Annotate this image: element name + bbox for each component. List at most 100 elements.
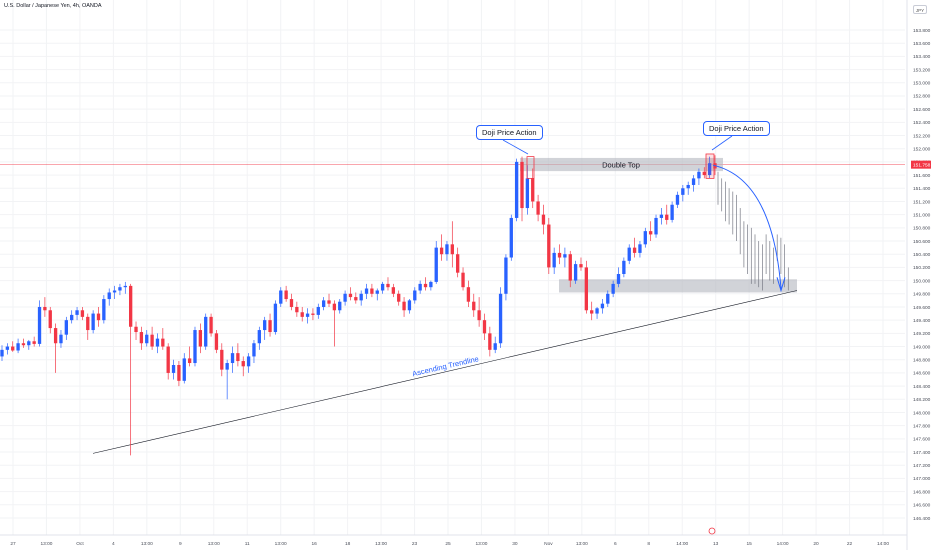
time-tick-label: 13:00 bbox=[475, 541, 487, 547]
candle-body bbox=[456, 254, 460, 273]
ascending-trendline bbox=[92, 290, 798, 454]
candle-body bbox=[187, 358, 192, 364]
candle-body bbox=[477, 310, 481, 321]
current-price-label: 151.758 bbox=[913, 163, 931, 169]
candle-body bbox=[649, 231, 653, 235]
candle-body bbox=[91, 313, 95, 331]
candle-body bbox=[461, 272, 465, 288]
price-tick-label: 151.000 bbox=[913, 212, 931, 218]
candle-body bbox=[579, 264, 583, 268]
price-tick-label: 148.000 bbox=[913, 410, 931, 416]
candle-body bbox=[279, 290, 283, 304]
currency-badge[interactable]: JPY bbox=[913, 5, 927, 14]
time-tick-label: 14:00 bbox=[676, 541, 688, 547]
candle-body bbox=[472, 301, 476, 311]
price-tick-label: 147.200 bbox=[913, 463, 931, 469]
candle-body bbox=[295, 306, 299, 313]
time-tick-label: 13 bbox=[713, 541, 719, 547]
candle-body bbox=[380, 283, 385, 291]
candle-body bbox=[423, 283, 428, 288]
price-tick-label: 148.600 bbox=[913, 371, 931, 377]
candle-body bbox=[439, 247, 444, 255]
price-tick-label: 153.800 bbox=[913, 28, 931, 34]
candle-body bbox=[273, 303, 278, 333]
candle-body bbox=[697, 171, 701, 179]
candle-body bbox=[563, 254, 567, 258]
candle-body bbox=[498, 293, 503, 344]
candle-body bbox=[359, 293, 363, 301]
doji-box-right bbox=[705, 153, 715, 179]
callout-pointer-right bbox=[711, 135, 733, 151]
price-tick-label: 147.800 bbox=[913, 423, 931, 429]
candle-body bbox=[0, 349, 4, 357]
candle-body bbox=[429, 281, 433, 288]
time-tick-label: 25 bbox=[445, 541, 451, 547]
time-tick-label: 4 bbox=[112, 541, 115, 547]
candle-body bbox=[509, 217, 513, 258]
price-tick-label: 150.000 bbox=[913, 278, 931, 284]
candle-body bbox=[504, 257, 508, 294]
candle-body bbox=[466, 287, 471, 302]
double-top-zone bbox=[520, 157, 723, 172]
candle-body bbox=[520, 161, 524, 209]
candle-body bbox=[338, 301, 342, 311]
price-tick-label: 147.400 bbox=[913, 450, 931, 456]
price-tick-label: 147.600 bbox=[913, 437, 931, 443]
grid bbox=[0, 0, 905, 535]
support-zone bbox=[559, 279, 797, 293]
candle-body bbox=[552, 252, 556, 268]
candle-body bbox=[161, 338, 165, 347]
time-tick-label: 27 bbox=[10, 541, 16, 547]
double-top-label: Double Top bbox=[602, 160, 640, 169]
candle-body bbox=[107, 292, 111, 300]
doji-callout-right[interactable]: Doji Price Action bbox=[703, 121, 770, 136]
candle-body bbox=[547, 224, 551, 268]
candle-body bbox=[64, 320, 68, 335]
candle-body bbox=[16, 343, 20, 351]
candle-body bbox=[541, 214, 546, 225]
candle-body bbox=[263, 320, 267, 331]
candle-body bbox=[37, 306, 42, 344]
candle-body bbox=[391, 287, 396, 294]
candle-body bbox=[343, 293, 347, 302]
candle-body bbox=[289, 299, 294, 307]
doji-callout-left[interactable]: Doji Price Action bbox=[476, 125, 543, 140]
candle-body bbox=[112, 290, 117, 293]
candle-body bbox=[632, 247, 637, 253]
candle-body bbox=[691, 178, 696, 185]
price-tick-label: 151.600 bbox=[913, 173, 931, 179]
candle-body bbox=[364, 288, 369, 294]
candle-body bbox=[514, 161, 519, 218]
candle-body bbox=[80, 310, 85, 317]
time-tick-label: 13:00 bbox=[40, 541, 52, 547]
candle-body bbox=[236, 353, 240, 362]
candle-body bbox=[375, 290, 379, 294]
candle-body bbox=[493, 343, 497, 350]
time-tick-label: 6 bbox=[614, 541, 617, 547]
price-tick-label: 151.200 bbox=[913, 199, 931, 205]
candle-body bbox=[606, 293, 610, 304]
candle-body bbox=[686, 184, 690, 189]
candle-body bbox=[268, 320, 272, 333]
candle-body bbox=[590, 310, 594, 314]
candle-body bbox=[584, 267, 589, 311]
candle-body bbox=[407, 300, 412, 311]
time-tick-label: 13:00 bbox=[141, 541, 153, 547]
time-tick-label: 13:00 bbox=[275, 541, 287, 547]
price-tick-label: 153.600 bbox=[913, 41, 931, 47]
candle-body bbox=[413, 290, 417, 301]
price-tick-label: 149.400 bbox=[913, 318, 931, 324]
candle-body bbox=[139, 332, 144, 344]
candle-body bbox=[241, 361, 245, 367]
time-tick-label: 13:00 bbox=[208, 541, 220, 547]
candle-body bbox=[102, 299, 106, 321]
candle-body bbox=[300, 312, 304, 317]
candle-body bbox=[536, 201, 540, 215]
time-tick-label: Nov bbox=[544, 541, 553, 547]
candle-body bbox=[418, 283, 422, 291]
time-tick-label: 11 bbox=[245, 541, 250, 547]
time-tick-label: 14:00 bbox=[877, 541, 889, 547]
price-tick-label: 150.400 bbox=[913, 252, 931, 258]
current-price-badge bbox=[911, 160, 931, 169]
